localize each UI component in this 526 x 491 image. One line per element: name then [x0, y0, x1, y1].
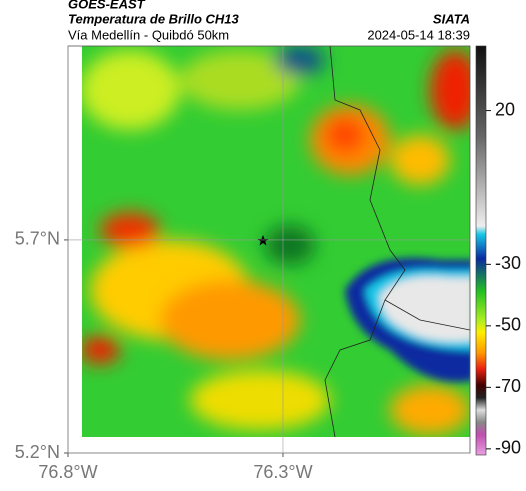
- colorbar-label: -70: [495, 376, 521, 396]
- colorbar-label: -30: [495, 253, 521, 273]
- colorbar-label: -50: [495, 315, 521, 335]
- source: GOES-EAST: [68, 0, 146, 11]
- y-tick-label: 5.7°N: [15, 229, 60, 249]
- title: Temperatura de Brillo CH13: [68, 11, 240, 26]
- x-tick-label: 76.3°W: [253, 462, 312, 482]
- colorbar-label: 20: [495, 99, 515, 119]
- subtitle: Vía Medellín - Quibdó 50km: [68, 27, 229, 42]
- timestamp: 2024-05-14 18:39: [367, 27, 470, 42]
- city-marker: [257, 235, 269, 246]
- y-tick-label: 5.2°N: [15, 442, 60, 462]
- x-tick-label: 76.8°W: [38, 462, 97, 482]
- colorbar: [475, 45, 487, 456]
- agency: SIATA: [433, 11, 470, 26]
- colorbar-label: -90: [495, 438, 521, 458]
- satellite-field: [82, 46, 470, 437]
